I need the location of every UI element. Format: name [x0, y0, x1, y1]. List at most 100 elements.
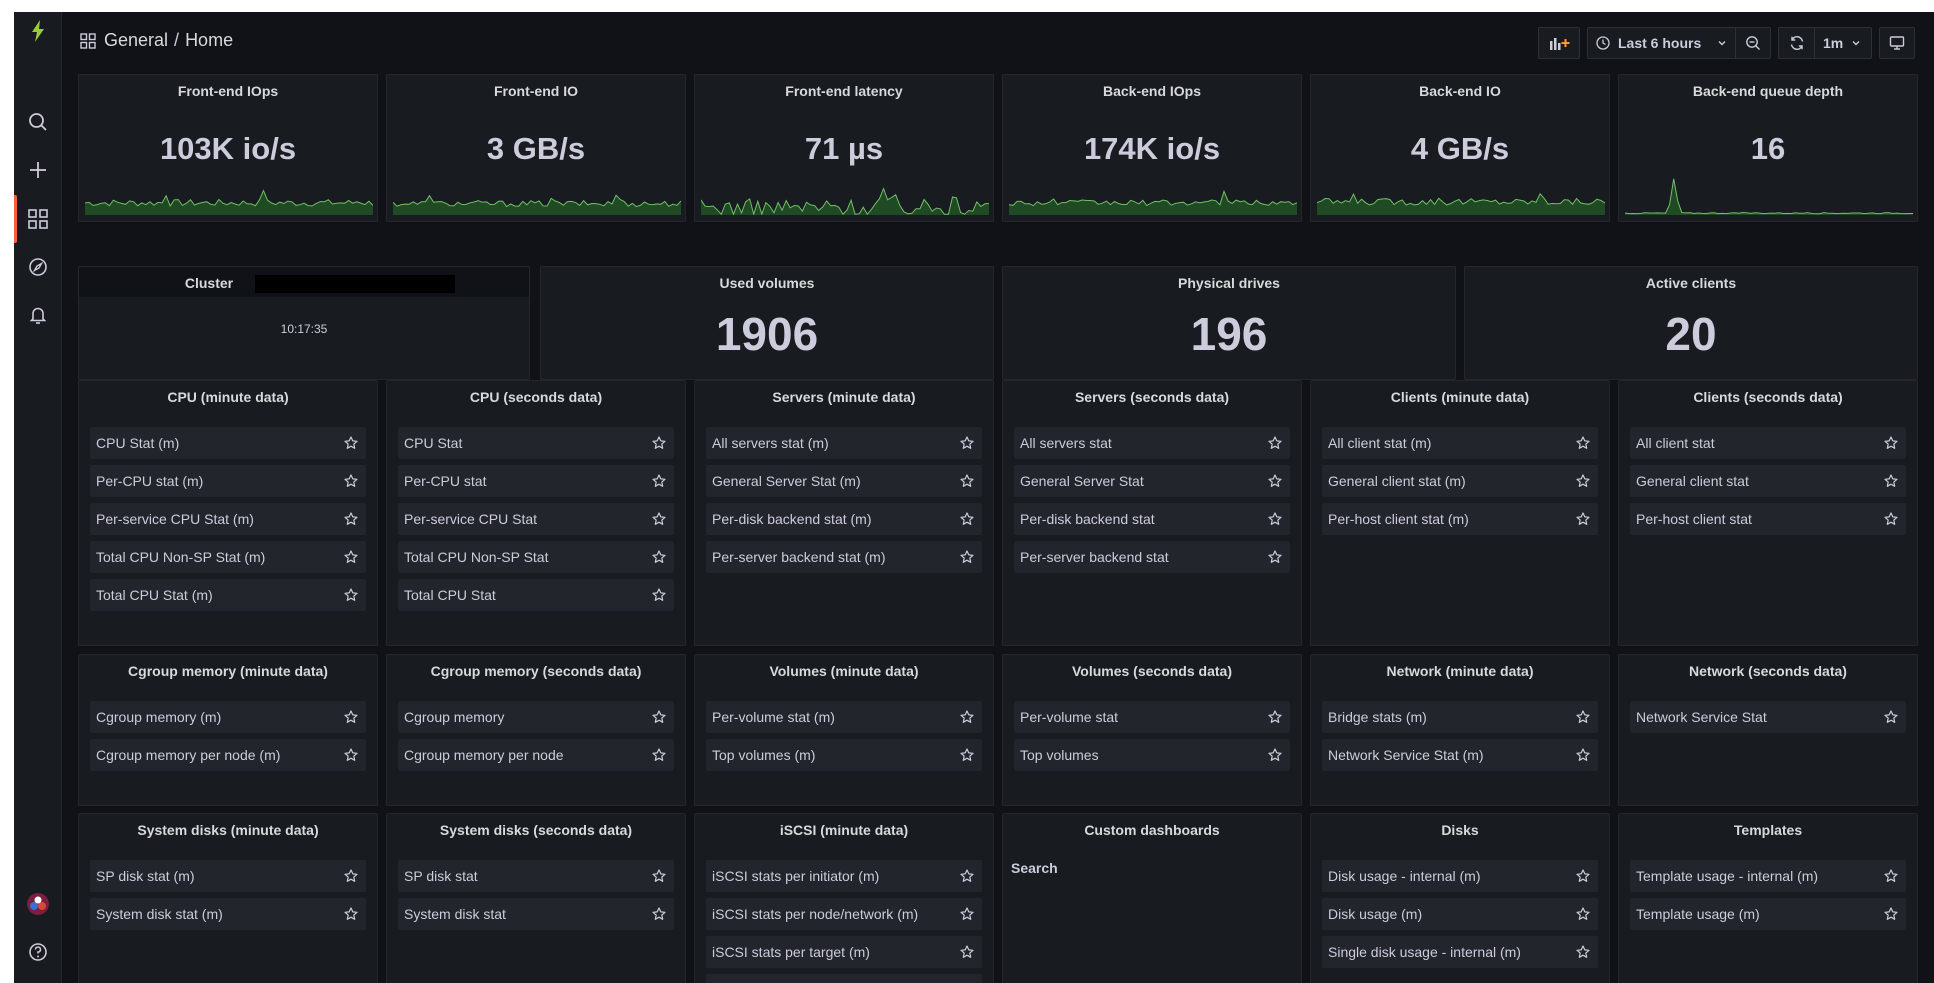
stat-panel-backend-iops[interactable]: Back-end IOps 174K io/s: [1002, 74, 1302, 222]
dashboard-link[interactable]: [706, 974, 982, 983]
dashboard-link[interactable]: All client stat: [1630, 427, 1906, 459]
star-icon[interactable]: [960, 907, 974, 921]
dashboard-link[interactable]: Per-server backend stat: [1014, 541, 1290, 573]
stat-panel-physical-drives[interactable]: Physical drives 196: [1002, 266, 1456, 380]
dashboard-link[interactable]: System disk stat: [398, 898, 674, 930]
dashboard-link[interactable]: Top volumes: [1014, 739, 1290, 771]
breadcrumb-page[interactable]: Home: [185, 30, 234, 50]
dashboard-link[interactable]: System disk stat (m): [90, 898, 366, 930]
stat-panel-frontend-iops[interactable]: Front-end IOps 103K io/s: [78, 74, 378, 222]
star-icon[interactable]: [344, 588, 358, 602]
breadcrumb-folder[interactable]: General: [104, 30, 169, 50]
star-icon[interactable]: [344, 512, 358, 526]
star-icon[interactable]: [1576, 710, 1590, 724]
stat-panel-used-volumes[interactable]: Used volumes 1906: [540, 266, 994, 380]
star-icon[interactable]: [1884, 474, 1898, 488]
dashboard-link[interactable]: Total CPU Non-SP Stat: [398, 541, 674, 573]
stat-panel-active-clients[interactable]: Active clients 20: [1464, 266, 1918, 380]
dashboard-link[interactable]: SP disk stat: [398, 860, 674, 892]
star-icon[interactable]: [1576, 945, 1590, 959]
star-icon[interactable]: [960, 748, 974, 762]
dashboard-link[interactable]: Per-volume stat: [1014, 701, 1290, 733]
dashboard-link[interactable]: Per-host client stat: [1630, 503, 1906, 535]
dashboard-link[interactable]: All client stat (m): [1322, 427, 1598, 459]
dashboard-link[interactable]: Per-service CPU Stat: [398, 503, 674, 535]
star-icon[interactable]: [1576, 512, 1590, 526]
dashboard-link[interactable]: General Server Stat: [1014, 465, 1290, 497]
dashboard-link[interactable]: Cgroup memory per node: [398, 739, 674, 771]
explore-compass-icon[interactable]: [26, 255, 50, 279]
star-icon[interactable]: [960, 945, 974, 959]
star-icon[interactable]: [1884, 710, 1898, 724]
star-icon[interactable]: [1884, 907, 1898, 921]
dashboard-link[interactable]: All servers stat: [1014, 427, 1290, 459]
refresh-button[interactable]: [1779, 28, 1815, 58]
dashboard-link[interactable]: Per-volume stat (m): [706, 701, 982, 733]
star-icon[interactable]: [1576, 474, 1590, 488]
star-icon[interactable]: [344, 710, 358, 724]
dashboard-link[interactable]: Per-CPU stat: [398, 465, 674, 497]
dashboard-link[interactable]: Disk usage - internal (m): [1322, 860, 1598, 892]
star-icon[interactable]: [652, 474, 666, 488]
add-panel-button[interactable]: [1538, 27, 1580, 59]
dashboard-link[interactable]: Per-service CPU Stat (m): [90, 503, 366, 535]
stat-panel-backend-queue-depth[interactable]: Back-end queue depth 16: [1618, 74, 1918, 222]
help-icon[interactable]: [26, 940, 50, 964]
logo-icon[interactable]: [26, 20, 50, 44]
star-icon[interactable]: [652, 710, 666, 724]
time-range-picker[interactable]: Last 6 hours: [1588, 28, 1736, 58]
dashboard-link[interactable]: General client stat: [1630, 465, 1906, 497]
star-icon[interactable]: [652, 748, 666, 762]
dashboard-link[interactable]: CPU Stat (m): [90, 427, 366, 459]
dashboard-link[interactable]: General client stat (m): [1322, 465, 1598, 497]
star-icon[interactable]: [1884, 869, 1898, 883]
refresh-interval-picker[interactable]: 1m: [1815, 28, 1871, 58]
stat-panel-backend-io[interactable]: Back-end IO 4 GB/s: [1310, 74, 1610, 222]
dashboard-link[interactable]: Top volumes (m): [706, 739, 982, 771]
star-icon[interactable]: [344, 907, 358, 921]
star-icon[interactable]: [344, 436, 358, 450]
star-icon[interactable]: [960, 474, 974, 488]
dashboard-link[interactable]: Network Service Stat (m): [1322, 739, 1598, 771]
star-icon[interactable]: [960, 710, 974, 724]
star-icon[interactable]: [1268, 550, 1282, 564]
dashboard-link[interactable]: General Server Stat (m): [706, 465, 982, 497]
plus-icon[interactable]: [26, 158, 50, 182]
dashboard-link[interactable]: Template usage (m): [1630, 898, 1906, 930]
dashboard-link[interactable]: Per-host client stat (m): [1322, 503, 1598, 535]
star-icon[interactable]: [960, 550, 974, 564]
dashboard-link[interactable]: Per-disk backend stat (m): [706, 503, 982, 535]
star-icon[interactable]: [1576, 907, 1590, 921]
dashboard-link[interactable]: Cgroup memory per node (m): [90, 739, 366, 771]
dashboard-link[interactable]: CPU Stat: [398, 427, 674, 459]
dashboard-link[interactable]: SP disk stat (m): [90, 860, 366, 892]
dashboard-link[interactable]: Disk usage (m): [1322, 898, 1598, 930]
star-icon[interactable]: [960, 436, 974, 450]
dashboard-link[interactable]: Per-disk backend stat: [1014, 503, 1290, 535]
star-icon[interactable]: [1268, 474, 1282, 488]
star-icon[interactable]: [1884, 436, 1898, 450]
star-icon[interactable]: [1268, 748, 1282, 762]
star-icon[interactable]: [960, 512, 974, 526]
user-avatar[interactable]: [26, 892, 50, 916]
stat-panel-frontend-latency[interactable]: Front-end latency 71 µs: [694, 74, 994, 222]
star-icon[interactable]: [652, 436, 666, 450]
dashboard-link[interactable]: iSCSI stats per node/network (m): [706, 898, 982, 930]
star-icon[interactable]: [652, 907, 666, 921]
dashboard-link[interactable]: iSCSI stats per initiator (m): [706, 860, 982, 892]
dashboard-link[interactable]: Single disk usage - internal (m): [1322, 936, 1598, 968]
star-icon[interactable]: [652, 550, 666, 564]
star-icon[interactable]: [960, 869, 974, 883]
star-icon[interactable]: [1576, 436, 1590, 450]
zoom-out-button[interactable]: [1736, 28, 1770, 58]
star-icon[interactable]: [652, 588, 666, 602]
stat-panel-frontend-io[interactable]: Front-end IO 3 GB/s: [386, 74, 686, 222]
search-icon[interactable]: [26, 110, 50, 134]
star-icon[interactable]: [1268, 436, 1282, 450]
dashboard-link[interactable]: Per-server backend stat (m): [706, 541, 982, 573]
dashboard-link[interactable]: Cgroup memory (m): [90, 701, 366, 733]
star-icon[interactable]: [1268, 710, 1282, 724]
star-icon[interactable]: [1576, 748, 1590, 762]
alerting-bell-icon[interactable]: [26, 303, 50, 327]
dashboards-icon[interactable]: [26, 207, 50, 231]
